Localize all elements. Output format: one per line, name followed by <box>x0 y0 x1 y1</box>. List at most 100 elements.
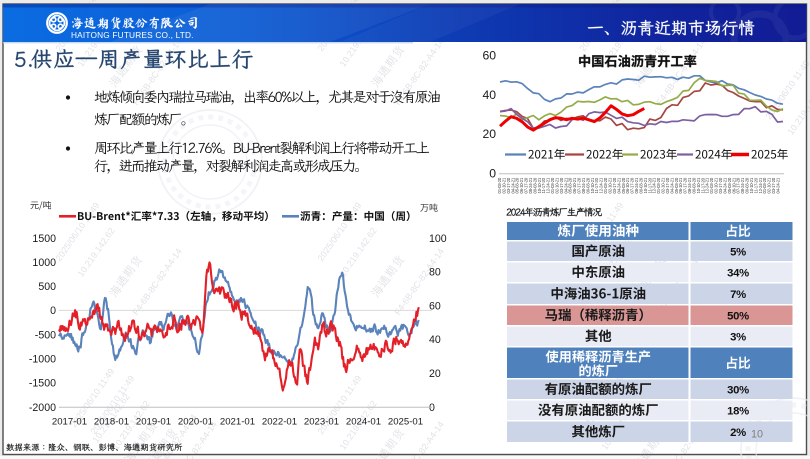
svg-text:40: 40 <box>429 334 441 346</box>
svg-text:2%: 2% <box>730 427 746 439</box>
svg-text:2021-01: 2021-01 <box>220 417 255 428</box>
svg-text:11-17-20: 11-17-20 <box>753 177 758 193</box>
svg-text:11-17-20: 11-17-20 <box>700 177 705 193</box>
svg-text:10-10-21: 10-10-21 <box>696 177 701 193</box>
svg-text:20: 20 <box>482 127 496 141</box>
svg-text:08-24-21: 08-24-21 <box>687 177 692 193</box>
svg-text:2022-01: 2022-01 <box>262 417 297 428</box>
svg-text:01-03-20: 01-03-20 <box>550 177 555 193</box>
svg-text:06-10-21: 06-10-21 <box>678 177 683 193</box>
svg-text:7%: 7% <box>730 289 746 301</box>
svg-text:2019-01: 2019-01 <box>136 417 171 428</box>
svg-text:06-10-21: 06-10-21 <box>572 177 577 193</box>
svg-text:20: 20 <box>429 368 441 380</box>
svg-text:10-10-21: 10-10-21 <box>749 177 754 193</box>
svg-text:08-24-21: 08-24-21 <box>740 177 745 193</box>
svg-text:04-24-21: 04-24-21 <box>722 177 727 193</box>
svg-text:04-24-21: 04-24-21 <box>616 177 621 193</box>
svg-text:2023-01: 2023-01 <box>304 417 339 428</box>
svg-text:3%: 3% <box>730 332 746 344</box>
svg-text:50%: 50% <box>727 311 749 323</box>
svg-text:5%: 5% <box>730 247 746 259</box>
svg-text:100: 100 <box>429 233 447 245</box>
svg-text:05-03-20: 05-03-20 <box>515 177 520 193</box>
svg-text:07-17-20: 07-17-20 <box>683 177 688 193</box>
svg-text:07-17-20: 07-17-20 <box>524 177 529 193</box>
svg-text:10-10-21: 10-10-21 <box>537 177 542 193</box>
svg-text:08-24-21: 08-24-21 <box>581 177 586 193</box>
svg-text:11-17-20: 11-17-20 <box>594 177 599 193</box>
svg-text:05-03-20: 05-03-20 <box>674 177 679 193</box>
svg-text:05-03-20: 05-03-20 <box>727 177 732 193</box>
svg-text:04-24-21: 04-24-21 <box>776 177 781 193</box>
svg-text:01-03-20: 01-03-20 <box>656 177 661 193</box>
svg-text:09-03-20: 09-03-20 <box>532 177 537 193</box>
svg-text:80: 80 <box>429 267 441 279</box>
svg-text:05-03-20: 05-03-20 <box>568 177 573 193</box>
svg-text:09-03-20: 09-03-20 <box>692 177 697 193</box>
svg-text:03-17-20: 03-17-20 <box>559 177 564 193</box>
svg-text:05-03-20: 05-03-20 <box>621 177 626 193</box>
svg-text:03-17-20: 03-17-20 <box>718 177 723 193</box>
svg-text:06-10-21: 06-10-21 <box>519 177 524 193</box>
svg-text:02-10-21: 02-10-21 <box>661 177 666 193</box>
svg-text:10: 10 <box>751 429 763 441</box>
svg-text:-2000: -2000 <box>29 402 56 414</box>
svg-text:-1500: -1500 <box>29 378 56 390</box>
svg-text:-1000: -1000 <box>29 354 56 366</box>
svg-text:03-17-20: 03-17-20 <box>665 177 670 193</box>
svg-text:03-17-20: 03-17-20 <box>612 177 617 193</box>
svg-text:06-10-21: 06-10-21 <box>625 177 630 193</box>
svg-text:04-24-21: 04-24-21 <box>563 177 568 193</box>
svg-text:07-17-20: 07-17-20 <box>736 177 741 193</box>
svg-text:11-17-20: 11-17-20 <box>541 177 546 193</box>
svg-text:30%: 30% <box>727 385 749 397</box>
svg-text:04-24-21: 04-24-21 <box>669 177 674 193</box>
svg-text:01-03-20: 01-03-20 <box>497 177 502 193</box>
svg-text:02-10-21: 02-10-21 <box>501 177 506 193</box>
svg-text:60: 60 <box>482 49 496 63</box>
svg-text:02-10-21: 02-10-21 <box>714 177 719 193</box>
svg-text:1000: 1000 <box>32 257 56 269</box>
svg-text:12-24-21: 12-24-21 <box>652 177 657 193</box>
svg-text:40: 40 <box>482 88 496 102</box>
svg-text:34%: 34% <box>727 268 749 280</box>
svg-text:10-10-21: 10-10-21 <box>590 177 595 193</box>
svg-text:12-24-21: 12-24-21 <box>599 177 604 193</box>
svg-text:09-03-20: 09-03-20 <box>638 177 643 193</box>
svg-text:03-17-20: 03-17-20 <box>506 177 511 193</box>
svg-text:2024-01: 2024-01 <box>346 417 381 428</box>
svg-text:0: 0 <box>489 167 496 181</box>
svg-text:12-24-21: 12-24-21 <box>546 177 551 193</box>
svg-text:09-03-20: 09-03-20 <box>745 177 750 193</box>
svg-text:12-24-21: 12-24-21 <box>758 177 763 193</box>
svg-text:01-03-20: 01-03-20 <box>762 177 767 193</box>
svg-text:18%: 18% <box>727 406 749 418</box>
svg-text:04-24-21: 04-24-21 <box>510 177 515 193</box>
svg-text:1500: 1500 <box>32 233 56 245</box>
svg-text:06-10-21: 06-10-21 <box>731 177 736 193</box>
svg-text:09-03-20: 09-03-20 <box>585 177 590 193</box>
svg-text:0: 0 <box>50 305 56 317</box>
svg-text:2017-01: 2017-01 <box>52 417 87 428</box>
svg-text:03-17-20: 03-17-20 <box>771 177 776 193</box>
svg-text:60: 60 <box>429 300 441 312</box>
svg-text:08-24-21: 08-24-21 <box>634 177 639 193</box>
svg-text:02-10-21: 02-10-21 <box>767 177 772 193</box>
svg-text:2025-01: 2025-01 <box>388 417 423 428</box>
svg-text:2020-01: 2020-01 <box>178 417 213 428</box>
svg-text:2018-01: 2018-01 <box>94 417 129 428</box>
svg-text:占比: 占比 <box>725 355 751 370</box>
svg-text:HAITONG FUTURES CO., LTD.: HAITONG FUTURES CO., LTD. <box>71 30 194 40</box>
svg-text:02-10-21: 02-10-21 <box>608 177 613 193</box>
svg-text:500: 500 <box>38 281 56 293</box>
svg-text:12-24-21: 12-24-21 <box>705 177 710 193</box>
svg-text:08-24-21: 08-24-21 <box>528 177 533 193</box>
svg-text:07-17-20: 07-17-20 <box>577 177 582 193</box>
svg-text:10-10-21: 10-10-21 <box>643 177 648 193</box>
svg-text:11-17-20: 11-17-20 <box>647 177 652 193</box>
svg-text:02-10-21: 02-10-21 <box>555 177 560 193</box>
svg-text:占比: 占比 <box>725 224 751 239</box>
svg-text:-500: -500 <box>35 329 56 341</box>
svg-text:01-03-20: 01-03-20 <box>603 177 608 193</box>
